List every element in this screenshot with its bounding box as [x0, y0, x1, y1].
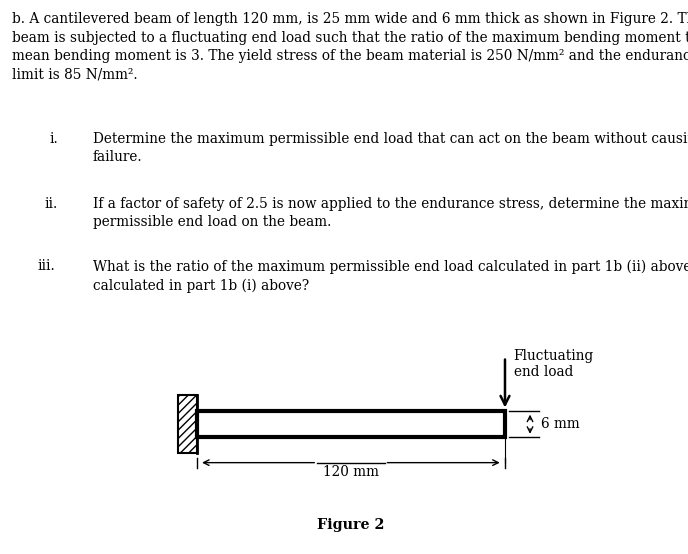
Bar — [178, 396, 197, 453]
Text: Figure 2: Figure 2 — [317, 518, 385, 532]
Text: Determine the maximum permissible end load that can act on the beam without caus: Determine the maximum permissible end lo… — [93, 132, 688, 164]
Text: What is the ratio of the maximum permissible end load calculated in part 1b (ii): What is the ratio of the maximum permiss… — [93, 259, 688, 293]
Text: iii.: iii. — [38, 259, 56, 273]
Text: ii.: ii. — [45, 197, 58, 211]
Bar — [197, 411, 505, 438]
Text: If a factor of safety of 2.5 is now applied to the endurance stress, determine t: If a factor of safety of 2.5 is now appl… — [93, 197, 688, 229]
Text: 120 mm: 120 mm — [323, 465, 379, 479]
Text: b. A cantilevered beam of length 120 mm, is 25 mm wide and 6 mm thick as shown i: b. A cantilevered beam of length 120 mm,… — [12, 12, 688, 81]
Text: Fluctuating
end load: Fluctuating end load — [514, 349, 594, 379]
Text: i.: i. — [50, 132, 58, 146]
Text: 6 mm: 6 mm — [541, 417, 579, 431]
